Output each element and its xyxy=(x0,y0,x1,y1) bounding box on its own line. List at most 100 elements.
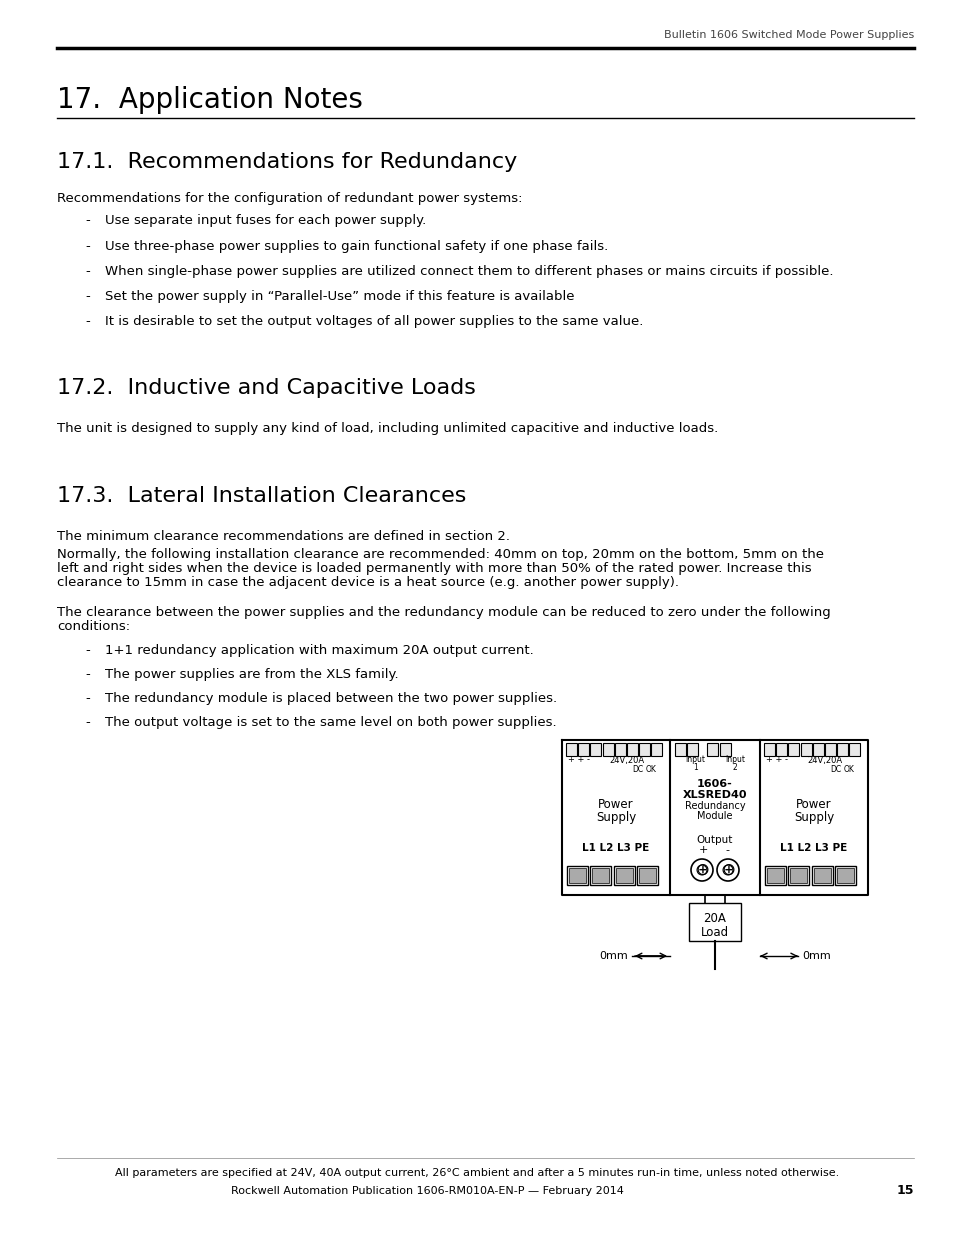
Text: ⊕: ⊕ xyxy=(720,861,734,879)
Text: +: + xyxy=(698,845,707,855)
Circle shape xyxy=(697,864,706,874)
Text: ⊕: ⊕ xyxy=(695,861,708,879)
Bar xyxy=(637,866,658,885)
Text: It is desirable to set the output voltages of all power supplies to the same val: It is desirable to set the output voltag… xyxy=(105,315,642,329)
Text: 2: 2 xyxy=(732,763,737,773)
Text: -: - xyxy=(86,266,91,278)
Text: XLSRED40: XLSRED40 xyxy=(682,790,746,800)
Text: 1+1 redundancy application with maximum 20A output current.: 1+1 redundancy application with maximum … xyxy=(105,643,533,657)
Text: 1606-: 1606- xyxy=(697,779,732,789)
Text: Load: Load xyxy=(700,925,728,939)
Text: Input: Input xyxy=(684,756,704,764)
Text: 1: 1 xyxy=(692,763,697,773)
Text: Input: Input xyxy=(724,756,744,764)
Text: 17.2.  Inductive and Capacitive Loads: 17.2. Inductive and Capacitive Loads xyxy=(57,378,476,398)
Text: The unit is designed to supply any kind of load, including unlimited capacitive : The unit is designed to supply any kind … xyxy=(57,422,718,435)
Text: Recommendations for the configuration of redundant power systems:: Recommendations for the configuration of… xyxy=(57,191,522,205)
Text: Supply: Supply xyxy=(793,811,833,825)
Bar xyxy=(590,866,611,885)
Text: -: - xyxy=(86,716,91,729)
Circle shape xyxy=(690,860,712,881)
Text: -: - xyxy=(86,692,91,705)
Text: Redundancy: Redundancy xyxy=(684,802,744,811)
Text: -: - xyxy=(86,315,91,329)
Bar xyxy=(837,743,847,756)
Bar xyxy=(763,743,774,756)
Text: When single-phase power supplies are utilized connect them to different phases o: When single-phase power supplies are uti… xyxy=(105,266,833,278)
Bar xyxy=(813,868,830,883)
Text: Power: Power xyxy=(796,799,831,811)
Bar xyxy=(766,868,783,883)
Text: Set the power supply in “Parallel-Use” mode if this feature is available: Set the power supply in “Parallel-Use” m… xyxy=(105,290,574,303)
Text: All parameters are specified at 24V, 40A output current, 26°C ambient and after : All parameters are specified at 24V, 40A… xyxy=(114,1168,839,1178)
Text: The minimum clearance recommendations are defined in section 2.: The minimum clearance recommendations ar… xyxy=(57,530,510,543)
Text: L1 L2 L3 PE: L1 L2 L3 PE xyxy=(581,844,649,853)
Bar xyxy=(812,743,823,756)
Bar xyxy=(590,743,600,756)
Text: OK: OK xyxy=(644,764,656,773)
Bar xyxy=(568,868,585,883)
Bar xyxy=(602,743,613,756)
Bar xyxy=(688,903,740,941)
Bar xyxy=(837,868,854,883)
Bar xyxy=(824,743,835,756)
Text: clearance to 15mm in case the adjacent device is a heat source (e.g. another pow: clearance to 15mm in case the adjacent d… xyxy=(57,576,679,589)
Bar xyxy=(592,868,609,883)
Bar xyxy=(566,866,587,885)
Bar xyxy=(614,866,635,885)
Text: conditions:: conditions: xyxy=(57,620,130,634)
Text: -: - xyxy=(86,643,91,657)
Bar xyxy=(578,743,589,756)
Bar xyxy=(614,743,625,756)
Text: 20A: 20A xyxy=(702,913,725,925)
Text: + + -: + + - xyxy=(567,756,589,764)
Bar xyxy=(639,868,656,883)
Bar xyxy=(719,743,730,756)
Text: Power: Power xyxy=(598,799,633,811)
Text: Bulletin 1606 Switched Mode Power Supplies: Bulletin 1606 Switched Mode Power Suppli… xyxy=(663,30,913,40)
Bar xyxy=(811,866,832,885)
Bar xyxy=(835,866,856,885)
Text: Use separate input fuses for each power supply.: Use separate input fuses for each power … xyxy=(105,214,426,227)
Bar xyxy=(651,743,661,756)
Text: -: - xyxy=(86,290,91,303)
Text: 0mm: 0mm xyxy=(598,951,627,961)
Text: Supply: Supply xyxy=(596,811,636,825)
Text: OK: OK xyxy=(842,764,853,773)
Text: -: - xyxy=(724,845,728,855)
Text: DC: DC xyxy=(829,764,841,773)
Text: 17.3.  Lateral Installation Clearances: 17.3. Lateral Installation Clearances xyxy=(57,487,466,506)
Text: Module: Module xyxy=(697,811,732,821)
Text: Normally, the following installation clearance are recommended: 40mm on top, 20m: Normally, the following installation cle… xyxy=(57,548,823,561)
Bar xyxy=(790,868,806,883)
Text: + + -: + + - xyxy=(765,756,787,764)
Bar xyxy=(626,743,638,756)
Text: Use three-phase power supplies to gain functional safety if one phase fails.: Use three-phase power supplies to gain f… xyxy=(105,240,608,253)
Text: The output voltage is set to the same level on both power supplies.: The output voltage is set to the same le… xyxy=(105,716,556,729)
Text: 17.1.  Recommendations for Redundancy: 17.1. Recommendations for Redundancy xyxy=(57,152,517,172)
Text: 17.  Application Notes: 17. Application Notes xyxy=(57,86,362,114)
Text: -: - xyxy=(86,240,91,253)
Bar xyxy=(787,743,799,756)
Text: -: - xyxy=(86,214,91,227)
Text: The clearance between the power supplies and the redundancy module can be reduce: The clearance between the power supplies… xyxy=(57,606,830,619)
Text: 24V,20A: 24V,20A xyxy=(609,756,643,764)
Bar xyxy=(616,868,633,883)
Bar xyxy=(686,743,698,756)
Text: left and right sides when the device is loaded permanently with more than 50% of: left and right sides when the device is … xyxy=(57,562,811,576)
Bar xyxy=(788,866,809,885)
Bar xyxy=(800,743,811,756)
Bar xyxy=(565,743,577,756)
Bar xyxy=(639,743,650,756)
Text: Output: Output xyxy=(696,835,733,845)
Circle shape xyxy=(717,860,739,881)
Bar xyxy=(764,866,785,885)
Text: The power supplies are from the XLS family.: The power supplies are from the XLS fami… xyxy=(105,668,398,680)
Text: 0mm: 0mm xyxy=(801,951,830,961)
Text: L1 L2 L3 PE: L1 L2 L3 PE xyxy=(780,844,846,853)
Circle shape xyxy=(722,864,732,874)
Bar xyxy=(776,743,786,756)
Text: -: - xyxy=(86,668,91,680)
Text: 15: 15 xyxy=(896,1184,913,1198)
Bar xyxy=(707,743,718,756)
